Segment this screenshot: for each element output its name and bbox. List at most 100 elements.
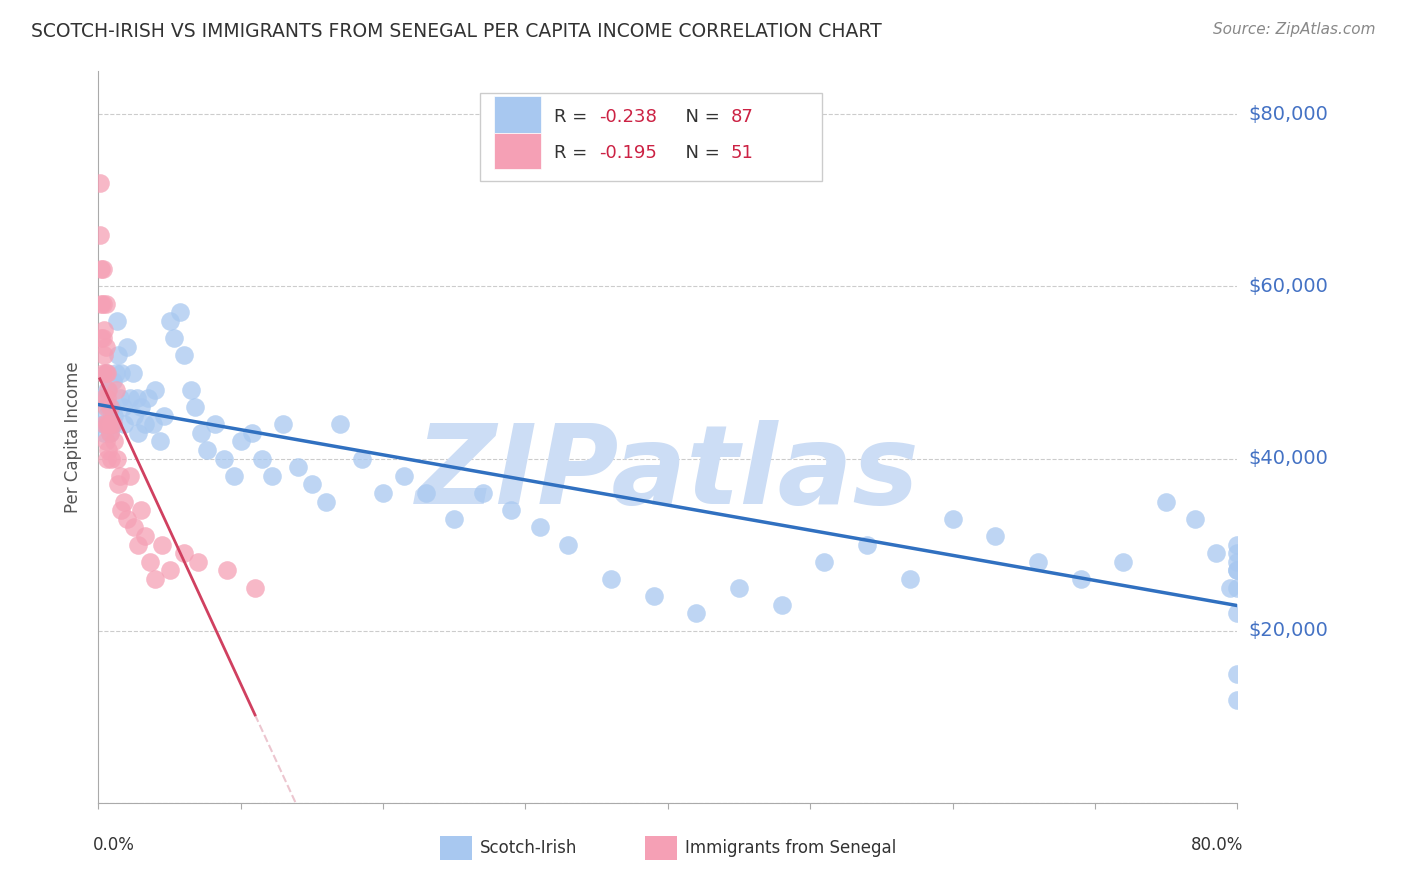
Point [1112, 555, 1135, 569]
Point [110, 366, 132, 380]
Point [107, 348, 129, 362]
Point [240, 425, 263, 440]
Point [125, 392, 148, 406]
Point [1070, 572, 1092, 586]
Point [1226, 581, 1249, 595]
Text: $80,000: $80,000 [1249, 105, 1329, 124]
Y-axis label: Per Capita Income: Per Capita Income [65, 361, 83, 513]
Point [108, 392, 131, 406]
Point [204, 417, 226, 432]
Point [90, 392, 112, 406]
Text: $60,000: $60,000 [1249, 277, 1329, 296]
Point [180, 383, 202, 397]
Point [110, 503, 132, 517]
Point [97, 442, 120, 457]
Point [394, 468, 416, 483]
Point [96, 417, 118, 432]
Point [159, 564, 181, 578]
Point [105, 314, 128, 328]
Point [134, 417, 156, 432]
FancyBboxPatch shape [440, 837, 472, 860]
Point [984, 529, 1007, 543]
Point [145, 383, 167, 397]
Point [91, 366, 114, 380]
Point [557, 538, 579, 552]
Point [600, 572, 623, 586]
Point [1226, 546, 1249, 560]
Point [89, 176, 111, 190]
Point [118, 468, 141, 483]
Point [222, 468, 245, 483]
Point [329, 417, 352, 432]
Point [149, 434, 172, 449]
Point [112, 494, 135, 508]
Point [97, 417, 120, 432]
Point [163, 331, 186, 345]
Text: -0.238: -0.238 [599, 108, 658, 126]
Point [107, 477, 129, 491]
Point [96, 392, 118, 406]
Point [115, 340, 138, 354]
Point [129, 400, 152, 414]
Point [1226, 555, 1249, 569]
Point [94, 366, 117, 380]
Point [195, 442, 218, 457]
Point [643, 589, 665, 603]
Text: R =: R = [554, 108, 593, 126]
Point [1226, 607, 1249, 621]
Point [1219, 581, 1241, 595]
Text: SCOTCH-IRISH VS IMMIGRANTS FROM SENEGAL PER CAPITA INCOME CORRELATION CHART: SCOTCH-IRISH VS IMMIGRANTS FROM SENEGAL … [31, 22, 882, 41]
Point [94, 366, 117, 380]
Point [104, 383, 127, 397]
Point [94, 340, 117, 354]
FancyBboxPatch shape [645, 837, 676, 860]
Point [1226, 692, 1249, 706]
Point [243, 581, 266, 595]
Point [91, 262, 114, 277]
Point [813, 555, 835, 569]
FancyBboxPatch shape [479, 94, 821, 181]
Point [100, 400, 122, 414]
Point [287, 460, 309, 475]
Point [529, 520, 551, 534]
Text: Scotch-Irish: Scotch-Irish [479, 839, 578, 857]
Point [118, 392, 141, 406]
Text: N =: N = [673, 145, 725, 162]
Point [1226, 538, 1249, 552]
Point [942, 512, 965, 526]
Point [1226, 564, 1249, 578]
Point [112, 417, 135, 432]
Point [169, 305, 191, 319]
Point [152, 538, 174, 552]
Point [94, 400, 117, 414]
Point [1205, 546, 1227, 560]
Point [159, 314, 181, 328]
Point [770, 598, 793, 612]
Point [129, 503, 152, 517]
Point [350, 451, 373, 466]
Point [856, 538, 879, 552]
Point [96, 366, 118, 380]
Point [1226, 564, 1249, 578]
Point [108, 468, 131, 483]
Point [141, 417, 163, 432]
Text: 0.0%: 0.0% [93, 836, 135, 854]
Point [101, 417, 124, 432]
Point [101, 417, 124, 432]
Point [471, 486, 494, 500]
Point [94, 409, 117, 423]
Point [100, 417, 122, 432]
Point [301, 477, 323, 491]
Point [262, 468, 284, 483]
Point [97, 400, 120, 414]
Point [138, 555, 160, 569]
Point [415, 486, 437, 500]
Point [127, 538, 149, 552]
Point [103, 434, 125, 449]
Point [115, 512, 138, 526]
Point [103, 409, 125, 423]
Text: -0.195: -0.195 [599, 145, 658, 162]
Point [93, 392, 115, 406]
Point [91, 331, 114, 345]
Point [212, 451, 235, 466]
